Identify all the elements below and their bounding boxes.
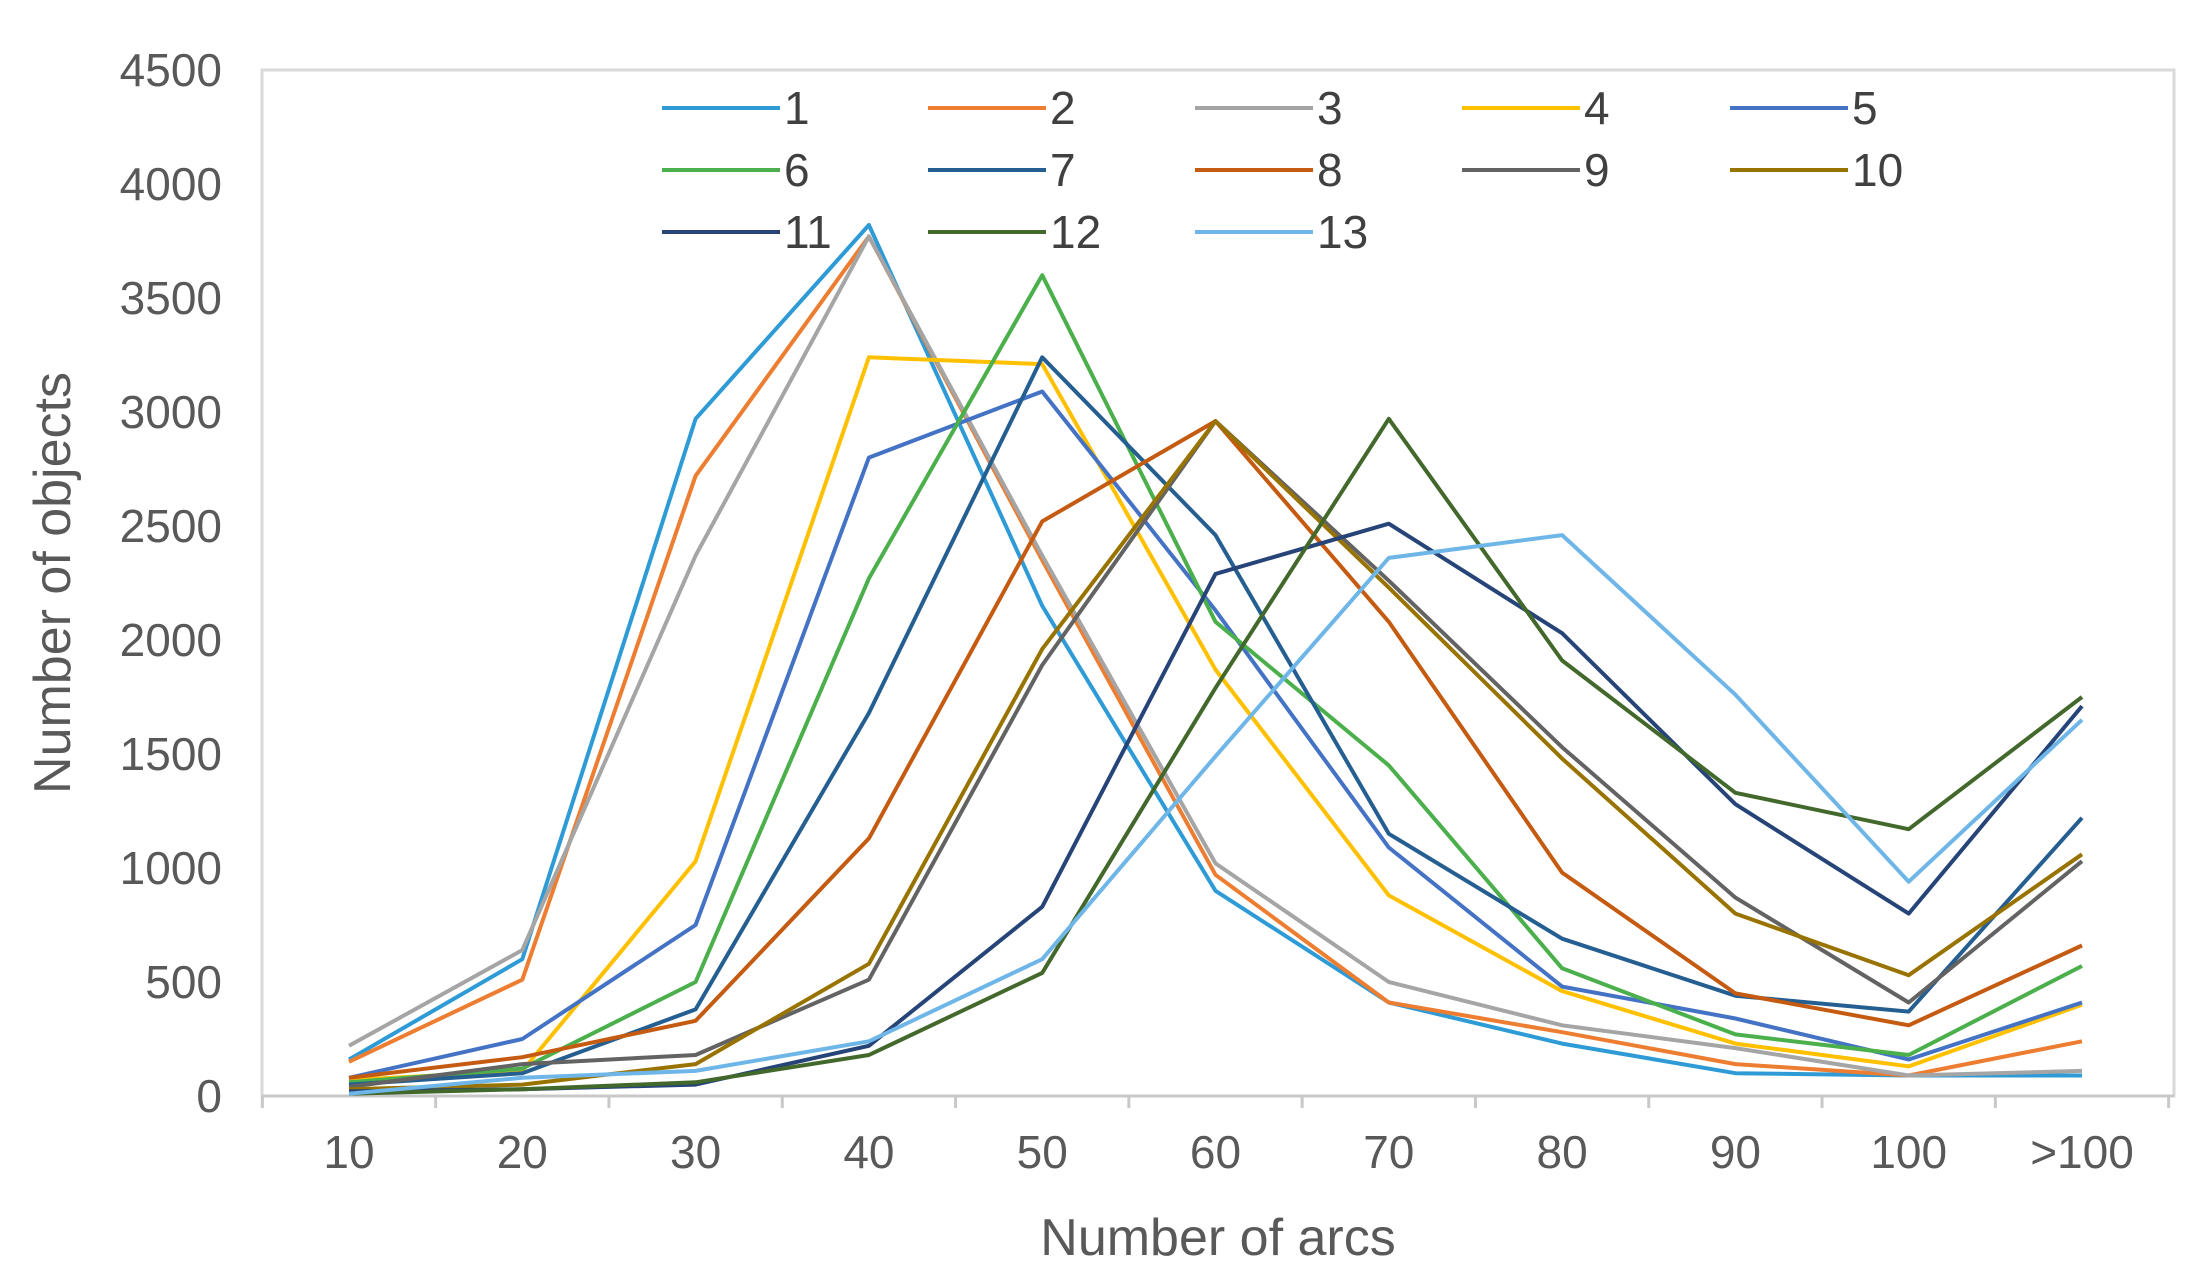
x-tick-label: 80	[1537, 1126, 1588, 1178]
plot-frame	[260, 68, 2176, 1098]
y-axis-title: Number of objects	[24, 372, 82, 794]
x-tick-label: 100	[1870, 1126, 1947, 1178]
x-axis-labels: 10 20 30 40 50 60 70 80 90 100 >100	[323, 1126, 2133, 1178]
series-line-7	[348, 355, 2084, 1087]
series-line-13	[348, 533, 2084, 1096]
x-tick-label: 40	[843, 1126, 894, 1178]
series-lines	[347, 223, 2084, 1096]
legend-label-12: 12	[1050, 206, 1101, 258]
x-tick-label: 50	[1017, 1126, 1068, 1178]
y-tick-label: 1000	[120, 842, 222, 894]
legend-label-3: 3	[1317, 82, 1343, 134]
legend-label-7: 7	[1050, 144, 1076, 196]
x-tick-label: >100	[2030, 1126, 2134, 1178]
legend-label-8: 8	[1317, 144, 1343, 196]
legend-label-2: 2	[1050, 82, 1076, 134]
y-tick-label: 2000	[120, 614, 222, 666]
legend-label-6: 6	[784, 144, 810, 196]
legend-label-10: 10	[1852, 144, 1903, 196]
legend-label-4: 4	[1584, 82, 1610, 134]
x-tick-label: 20	[497, 1126, 548, 1178]
y-tick-label: 1500	[120, 728, 222, 780]
y-tick-label: 3000	[120, 386, 222, 438]
legend-label-1: 1	[784, 82, 810, 134]
y-tick-label: 3500	[120, 272, 222, 324]
x-tick-label: 30	[670, 1126, 721, 1178]
x-axis-title: Number of arcs	[1040, 1209, 1395, 1267]
y-tick-label: 4000	[120, 158, 222, 210]
series-line-12	[348, 416, 2084, 1096]
y-tick-label: 500	[145, 956, 222, 1008]
legend-label-9: 9	[1584, 144, 1610, 196]
series-line-6	[348, 273, 2083, 1085]
legend-label-13: 13	[1317, 206, 1368, 258]
series-line-3	[348, 234, 2083, 1078]
legend-label-5: 5	[1852, 82, 1878, 134]
series-line-1	[347, 223, 2082, 1078]
x-tick-label: 70	[1363, 1126, 1414, 1178]
x-tick-label: 10	[323, 1126, 374, 1178]
y-tick-label: 0	[196, 1070, 222, 1122]
series-line-4	[348, 355, 2083, 1082]
series-line-5	[348, 389, 2083, 1080]
x-tick-label: 60	[1190, 1126, 1241, 1178]
series-line-10	[348, 419, 2084, 1092]
y-tick-label: 4500	[120, 44, 222, 96]
x-tick-label: 90	[1710, 1126, 1761, 1178]
y-tick-label: 2500	[120, 500, 222, 552]
legend-label-11: 11	[784, 206, 832, 258]
series-line-2	[348, 234, 2083, 1078]
y-axis-labels: 0 500 1000 1500 2000 2500 3000 3500 4000 4500	[120, 44, 222, 1122]
x-axis-ticks	[260, 1096, 2171, 1108]
